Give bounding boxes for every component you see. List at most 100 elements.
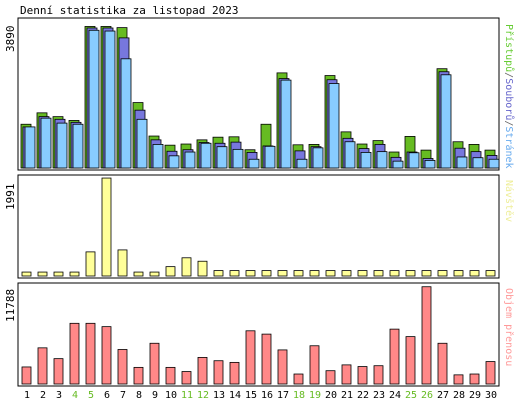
bar-visits-day-24 xyxy=(389,270,400,277)
y-max-label: 3890 xyxy=(4,26,17,53)
bar-strnek-day-13 xyxy=(216,146,228,169)
x-tick-label: 3 xyxy=(56,390,62,401)
bar-volume-day-1 xyxy=(21,366,32,385)
bar-visits-day-1 xyxy=(21,271,32,277)
chart-title: Denní statistika za listopad 2023 xyxy=(20,4,239,17)
bar-visits-day-23 xyxy=(373,270,384,277)
bar-volume-day-24 xyxy=(389,328,400,385)
x-tick-label: 17 xyxy=(277,390,289,401)
bar-visits-day-17 xyxy=(277,270,288,277)
x-axis-labels: 1 2 3 4 5 6 7 8 9 10 11 12 13 14 15 16 17 18 19 20 21 22 23 24 2… xyxy=(24,390,497,401)
x-tick-label: 26 xyxy=(421,390,433,401)
bar-strnek-day-28 xyxy=(456,156,468,169)
x-tick-label: 19 xyxy=(309,390,321,401)
bar-visits-day-3 xyxy=(53,271,64,277)
bar-strnek-day-21 xyxy=(344,141,356,169)
bar-strnek-day-18 xyxy=(296,158,308,169)
bar-volume-day-21 xyxy=(341,364,352,385)
bar-visits-day-27 xyxy=(437,270,448,277)
bar-visits-day-7 xyxy=(117,249,128,277)
bar-strnek-day-22 xyxy=(360,152,372,169)
bar-volume-day-8 xyxy=(133,366,144,385)
bar-visits-day-25 xyxy=(405,270,416,277)
bar-volume-day-3 xyxy=(53,358,64,385)
bar-visits-day-20 xyxy=(325,270,336,277)
bar-visits-day-29 xyxy=(469,270,480,277)
legend-pages: Stránek xyxy=(503,126,515,168)
bar-visits-day-6 xyxy=(101,177,112,277)
bar-volume-day-10 xyxy=(165,366,176,385)
bar-strnek-day-20 xyxy=(328,83,340,169)
bar-volume-day-23 xyxy=(373,365,384,385)
x-tick-label: 29 xyxy=(469,390,481,401)
x-tick-label: 15 xyxy=(245,390,257,401)
x-tick-label: 9 xyxy=(152,390,158,401)
x-tick-label: 2 xyxy=(40,390,46,401)
legend-sep: / xyxy=(503,120,514,126)
bar-volume-day-19 xyxy=(309,345,320,385)
volume-panel: 11788 Objem přenosu xyxy=(4,282,515,387)
bar-visits-day-16 xyxy=(261,270,272,277)
bar-strnek-day-19 xyxy=(312,147,324,169)
bar-strnek-day-2 xyxy=(40,117,52,169)
panel-frame xyxy=(17,17,500,171)
bar-volume-day-7 xyxy=(117,349,128,385)
bar-visits-day-22 xyxy=(357,270,368,277)
bar-volume-day-26 xyxy=(421,286,432,385)
bar-visits-day-28 xyxy=(453,270,464,277)
bar-strnek-day-4 xyxy=(72,123,84,169)
bar-strnek-day-14 xyxy=(232,148,244,169)
bar-volume-day-12 xyxy=(197,356,208,385)
bar-volume-day-14 xyxy=(229,361,240,385)
bar-visits-day-12 xyxy=(197,260,208,277)
bar-strnek-day-12 xyxy=(200,142,212,169)
x-tick-label: 13 xyxy=(213,390,225,401)
bar-visits-day-18 xyxy=(293,270,304,277)
x-tick-label: 25 xyxy=(405,390,417,401)
bar-strnek-day-26 xyxy=(424,159,436,169)
bar-strnek-day-17 xyxy=(280,79,292,169)
x-tick-label: 12 xyxy=(197,390,209,401)
x-tick-label: 20 xyxy=(325,390,337,401)
bar-visits-day-14 xyxy=(229,270,240,277)
y-max-label: 1991 xyxy=(4,184,17,211)
bar-strnek-day-9 xyxy=(152,144,164,169)
bar-strnek-day-15 xyxy=(248,158,260,169)
bar-strnek-day-29 xyxy=(472,157,484,169)
legend-sep: / xyxy=(503,72,514,78)
x-tick-label: 27 xyxy=(437,390,449,401)
bars-layer xyxy=(20,26,500,385)
bar-strnek-day-7 xyxy=(120,58,132,169)
bar-strnek-day-16 xyxy=(264,145,276,169)
x-tick-label: 7 xyxy=(120,390,126,401)
bar-volume-day-20 xyxy=(325,370,336,385)
x-tick-label: 16 xyxy=(261,390,273,401)
panel-frame xyxy=(17,174,500,279)
bar-strnek-day-8 xyxy=(136,118,148,169)
bar-visits-day-21 xyxy=(341,270,352,277)
bar-strnek-day-6 xyxy=(104,30,116,169)
x-tick-label: 18 xyxy=(293,390,305,401)
x-tick-label: 11 xyxy=(181,390,193,401)
bar-visits-day-19 xyxy=(309,270,320,277)
bar-visits-day-10 xyxy=(165,266,176,277)
bar-strnek-day-10 xyxy=(168,155,180,169)
bar-volume-day-2 xyxy=(37,347,48,385)
bar-volume-day-9 xyxy=(149,342,160,385)
bar-visits-day-26 xyxy=(421,270,432,277)
bar-volume-day-17 xyxy=(277,349,288,385)
x-tick-label: 22 xyxy=(357,390,369,401)
x-tick-label: 5 xyxy=(88,390,94,401)
x-tick-label: 14 xyxy=(229,390,241,401)
bar-visits-day-15 xyxy=(245,270,256,277)
hits-files-pages-panel: 3890 Přístupů/Souborů/Stránek xyxy=(4,17,515,171)
bar-visits-day-11 xyxy=(181,257,192,277)
y-max-label: 11788 xyxy=(4,289,17,322)
bar-volume-day-25 xyxy=(405,336,416,385)
x-tick-label: 8 xyxy=(136,390,142,401)
bar-visits-day-4 xyxy=(69,271,80,277)
bar-volume-day-30 xyxy=(485,361,496,385)
bar-volume-day-15 xyxy=(245,330,256,385)
visits-panel: 1991 Návštěv xyxy=(4,174,515,279)
